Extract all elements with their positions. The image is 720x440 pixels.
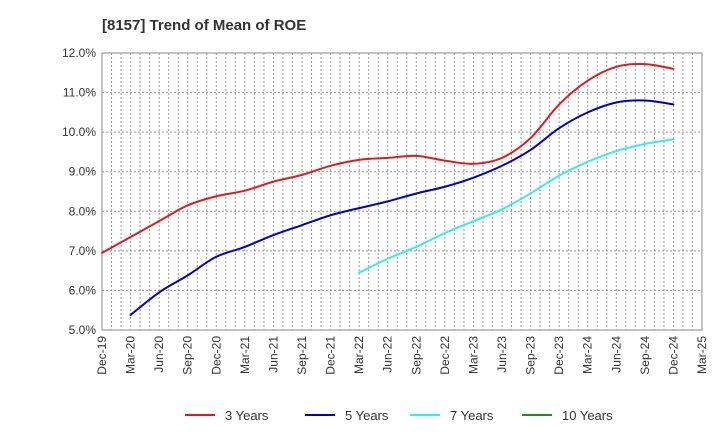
x-tick-label: Sep-20 [181, 336, 195, 375]
series-lines [101, 62, 675, 316]
legend-label-7-years: 7 Years [450, 408, 494, 423]
y-tick-label: 8.0% [69, 204, 97, 218]
series-line-7-years [358, 138, 675, 274]
x-tick-label: Jun-22 [381, 336, 395, 373]
legend-label-5-years: 5 Years [345, 408, 389, 423]
legend-label-10-years: 10 Years [562, 408, 613, 423]
series-line-3-years [101, 62, 675, 254]
grid-lines [102, 53, 702, 330]
legend-item-3-years: 3 Years [185, 408, 269, 423]
chart-title: [8157] Trend of Mean of ROE [102, 17, 306, 34]
legend-item-10-years: 10 Years [522, 408, 613, 423]
x-tick-label: Dec-20 [209, 336, 223, 375]
x-tick-label: Jun-20 [152, 336, 166, 373]
x-tick-label: Mar-25 [695, 336, 709, 374]
x-tick-label: Dec-23 [552, 336, 566, 375]
y-tick-label: 12.0% [62, 46, 96, 60]
y-tick-label: 7.0% [69, 244, 97, 258]
x-tick-label: Jun-23 [495, 336, 509, 373]
legend: 3 Years 5 Years 7 Years 10 Years [185, 408, 613, 423]
y-tick-label: 11.0% [63, 86, 96, 100]
x-tick-label: Mar-20 [124, 336, 138, 374]
x-tick-label: Mar-21 [238, 336, 252, 374]
legend-label-3-years: 3 Years [225, 408, 269, 423]
x-tick-label: Jun-24 [609, 336, 623, 373]
y-tick-label: 5.0% [69, 323, 97, 337]
x-tick-label: Sep-24 [638, 336, 652, 375]
y-tick-label: 10.0% [62, 125, 96, 139]
y-axis-ticks: 5.0% 6.0% 7.0% 8.0% 9.0% 10.0% 11.0% 12.0% [62, 46, 96, 337]
x-axis-ticks: Dec-19 Mar-20 Jun-20 Sep-20 Dec-20 Mar-21 Jun-… [95, 336, 709, 375]
x-tick-label: Mar-24 [581, 336, 595, 374]
y-tick-label: 9.0% [69, 165, 97, 179]
series-line-5-years [129, 99, 675, 316]
x-tick-label: Sep-22 [409, 336, 423, 375]
plot-area [101, 52, 703, 331]
x-tick-label: Dec-24 [666, 336, 680, 375]
x-tick-label: Dec-21 [324, 336, 338, 375]
x-tick-label: Dec-19 [95, 336, 109, 375]
x-tick-label: Sep-21 [295, 336, 309, 375]
x-tick-label: Mar-22 [352, 336, 366, 374]
legend-item-7-years: 7 Years [410, 408, 494, 423]
y-tick-label: 6.0% [69, 283, 97, 297]
legend-item-5-years: 5 Years [305, 408, 389, 423]
x-tick-label: Dec-22 [438, 336, 452, 375]
x-tick-label: Mar-23 [466, 336, 480, 374]
x-tick-label: Jun-21 [266, 336, 280, 373]
plot-frame [101, 52, 703, 331]
x-tick-label: Sep-23 [524, 336, 538, 375]
